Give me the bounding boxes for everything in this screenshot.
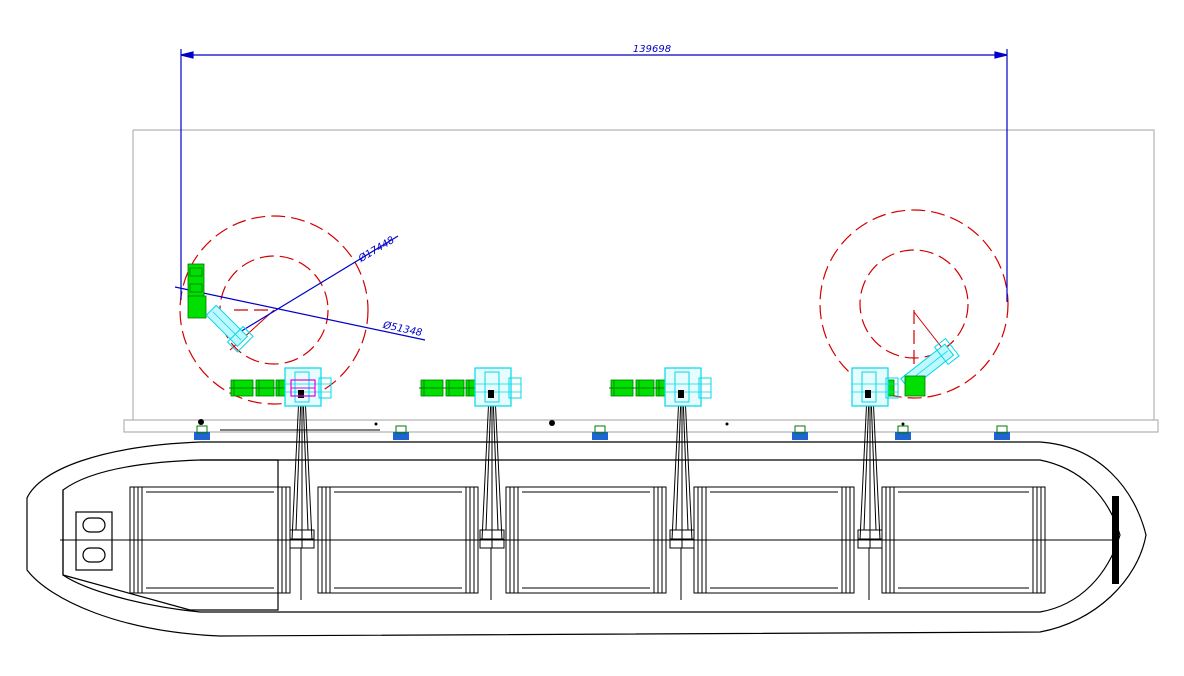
hull-outer xyxy=(26,441,1147,637)
loading-arm-left-boom xyxy=(205,304,254,353)
hull-inner xyxy=(62,459,1121,613)
loading-arm-icon xyxy=(851,367,899,407)
arm-pedestal-2 xyxy=(479,394,505,600)
cargo-tank-3 xyxy=(505,486,667,594)
pier-outline xyxy=(123,129,1159,433)
loading-arms xyxy=(229,367,899,407)
arm-pedestal-4 xyxy=(857,394,883,600)
loading-arm-left-segment-lower xyxy=(187,295,207,319)
mooring-bollard-icon xyxy=(895,425,911,440)
loading-arm-left-segment-upper xyxy=(187,263,205,299)
funnel-port-2 xyxy=(82,547,106,563)
arm-pedestals xyxy=(220,394,883,600)
dim-diameter-outer-line xyxy=(229,235,399,339)
arm-pedestal-3 xyxy=(669,394,695,600)
bow-thick-line xyxy=(1112,496,1119,584)
cargo-tank-2 xyxy=(317,486,479,594)
loading-arm-right-swung xyxy=(900,337,960,397)
loading-arm-icon xyxy=(609,367,712,407)
dim-arrow-left xyxy=(180,51,194,59)
loading-arm-icon xyxy=(229,367,332,407)
pier-markers xyxy=(198,419,905,426)
dim-overall-label: 139698 xyxy=(633,44,671,55)
mooring-bollard-icon xyxy=(994,425,1010,440)
mooring-bollard-icon xyxy=(393,425,409,440)
loading-arm-left-swung xyxy=(187,263,254,353)
slew-circle-left-outer xyxy=(179,215,369,405)
funnel-port-1 xyxy=(82,517,106,533)
mooring-bollards xyxy=(194,425,1010,440)
dim-arrow-right xyxy=(994,51,1008,59)
loading-arm-icon xyxy=(419,367,522,407)
mooring-bollard-icon xyxy=(194,425,210,440)
funnel-box xyxy=(75,511,113,571)
dim-diameter-inner-line xyxy=(174,286,426,341)
ship-hull xyxy=(26,441,1147,637)
dimensions xyxy=(174,49,1008,341)
aft-superstructure xyxy=(62,459,279,611)
arm-pedestal-1 xyxy=(289,394,315,600)
mooring-bollard-icon xyxy=(592,425,608,440)
slew-circle-right-outer xyxy=(819,209,1009,399)
mooring-bollard-icon xyxy=(792,425,808,440)
